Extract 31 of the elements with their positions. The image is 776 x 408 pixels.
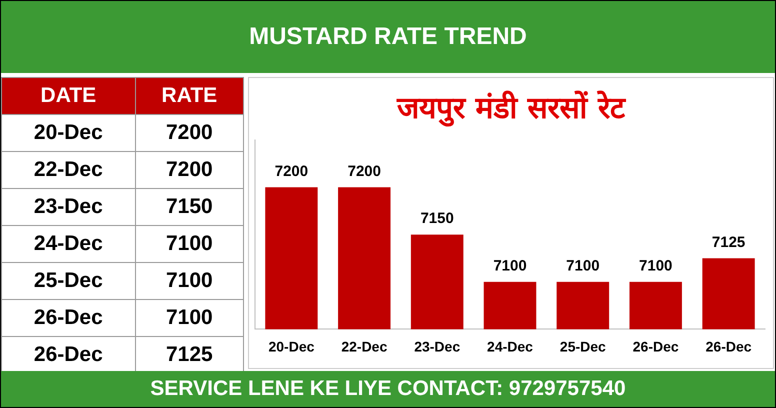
category-label: 22-Dec [2,152,136,188]
text: RATE [135,78,244,114]
category-label: 23-Dec [2,188,136,226]
data-label: 7200 [274,162,308,180]
data-label: 7150 [420,210,454,228]
data-label: 7200 [348,162,381,180]
category-label: 20-Dec [2,114,136,152]
chart-title: MUSTARD RATE TREND [1,1,775,73]
data-label: 7100 [639,258,672,275]
data-label: 7100 [493,258,527,275]
x-tick-label: 22-Dec [341,338,388,354]
category-label: 24-Dec [2,226,136,262]
x-tick-label: 26-Dec [706,338,752,354]
x-tick-label: 24-Dec [487,338,534,354]
text: SERVICE LENE KE LIYE CONTACT: 9729757540 [150,377,626,401]
chart-subtitle: जयपुर मंडी सरसों रेट [396,90,627,128]
category-label: 25-Dec [2,262,136,300]
data-label: 7200 [135,152,244,188]
data-label: 7125 [712,234,746,251]
data-label: 7200 [135,114,244,152]
data-label: 7100 [135,226,244,262]
x-tick-label: 20-Dec [268,338,315,354]
x-tick-label: 26-Dec [632,338,679,354]
text: DATE [2,78,136,114]
data-label: 7125 [135,336,244,374]
x-tick-label: 25-Dec [560,338,606,354]
data-label: 7100 [566,258,600,275]
data-label: 7150 [135,188,244,226]
data-label: 7100 [135,300,244,336]
x-tick-label: 23-Dec [414,338,460,354]
data-label: 7100 [135,262,244,300]
